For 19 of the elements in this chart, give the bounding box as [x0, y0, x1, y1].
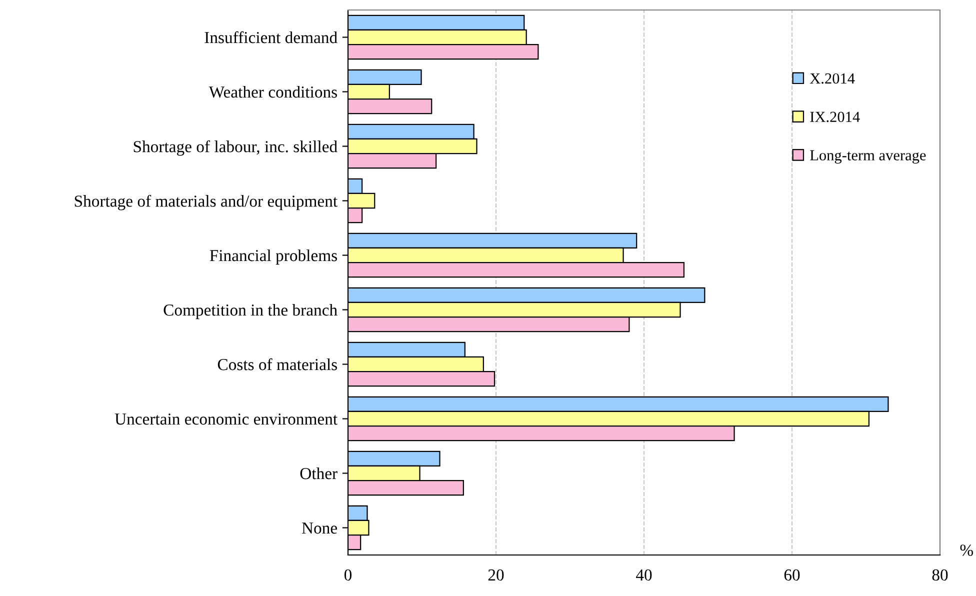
y-tick-label: None	[302, 522, 338, 534]
x-tick-label: 80	[932, 569, 948, 581]
y-tick-label: Weather conditions	[208, 86, 337, 98]
y-tick-label: Shortage of materials and/or equipment	[74, 194, 338, 210]
legend-label: IX.2014	[810, 112, 860, 122]
y-tick-label: Uncertain economic environment	[114, 413, 338, 425]
legend-label: Long-term average	[810, 150, 926, 164]
y-tick-label: Other	[300, 467, 338, 480]
y-tick-label: Costs of materials	[218, 358, 337, 370]
x-tick-label: 60	[784, 569, 800, 581]
y-tick-label: Insufficient demand	[204, 31, 338, 44]
y-tick-label: Shortage of labour, inc. skilled	[134, 140, 338, 156]
legend-label: X.2014	[810, 73, 855, 84]
x-axis-title: %	[960, 544, 974, 556]
y-tick-label: Financial problems	[210, 249, 337, 265]
x-tick-label: 20	[488, 569, 504, 581]
x-tick-label: 40	[636, 569, 652, 581]
x-tick-label: 0	[344, 569, 352, 581]
y-tick-label: Competition in the branch	[164, 304, 338, 320]
